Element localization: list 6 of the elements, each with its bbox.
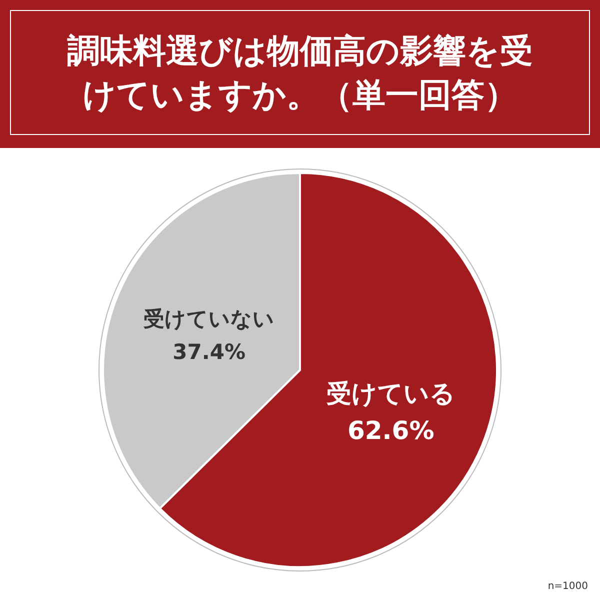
chart-title: 調味料選びは物価高の影響を受けていますか。（単一回答） <box>66 30 534 116</box>
slice-label: 受けていない <box>144 307 275 332</box>
slice-label: 受けている <box>326 378 456 408</box>
data-label: 37.4% <box>172 340 246 364</box>
text: n=1000 <box>548 581 588 592</box>
data-label: 62.6% <box>348 416 434 445</box>
